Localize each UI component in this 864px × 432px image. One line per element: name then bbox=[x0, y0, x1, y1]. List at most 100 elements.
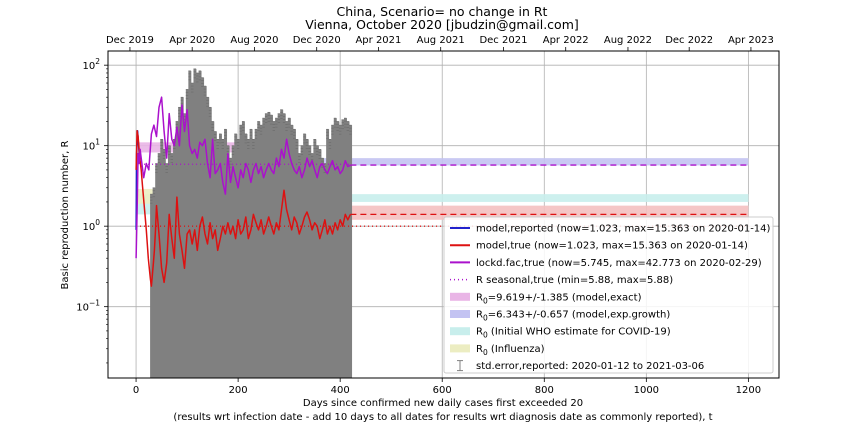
stderr-bar bbox=[272, 121, 276, 378]
top-axis-tick-label: Apr 2023 bbox=[728, 35, 774, 46]
stderr-bar bbox=[218, 133, 222, 378]
top-axis-tick-label: Apr 2022 bbox=[543, 35, 589, 46]
stderr-bar bbox=[270, 115, 273, 378]
plot-frame bbox=[107, 50, 780, 379]
stderr-bar bbox=[262, 118, 266, 378]
stderr-bar bbox=[190, 83, 194, 378]
chart-subtitle: Vienna, October 2020 [jbudzin@gmail.com] bbox=[305, 17, 579, 32]
stderr-bar bbox=[331, 125, 335, 378]
stderr-bar bbox=[275, 118, 279, 378]
plot-area bbox=[108, 51, 779, 378]
legend-label: model,reported (now=1.023, max=15.363 on… bbox=[476, 224, 771, 235]
legend-box bbox=[443, 216, 774, 374]
stderr-bar bbox=[165, 163, 169, 378]
r0-band bbox=[309, 205, 749, 220]
stderr-bar bbox=[244, 133, 248, 378]
stderr-bar bbox=[315, 145, 319, 378]
stderr-bar bbox=[241, 121, 245, 378]
legend-patch-swatch bbox=[450, 292, 470, 301]
stderr-bar bbox=[201, 77, 205, 378]
stderr-bar bbox=[180, 97, 184, 378]
stderr-bar bbox=[290, 125, 294, 378]
series-line bbox=[135, 130, 352, 287]
top-axis-tick-label: Apr 2020 bbox=[169, 35, 215, 46]
stderr-bar bbox=[193, 68, 197, 378]
top-axis-tick-label: Dec 2020 bbox=[293, 35, 341, 46]
stderr-bar bbox=[183, 113, 187, 378]
stderr-bar bbox=[167, 145, 171, 378]
stderr-bar bbox=[226, 145, 230, 378]
y-tick-label: 102 bbox=[82, 57, 100, 72]
stderr-bar bbox=[326, 129, 330, 378]
stderr-bar bbox=[282, 113, 286, 378]
stderr-bar bbox=[277, 113, 281, 378]
stderr-bar bbox=[321, 158, 324, 378]
y-axis-label: Basic reproduction number, R bbox=[60, 140, 71, 289]
stderr-bar bbox=[236, 139, 240, 378]
y-axis: 10−1 100 101 102 bbox=[76, 57, 108, 364]
stderr-bar bbox=[234, 133, 238, 378]
stderr-bar bbox=[213, 131, 217, 378]
stderr-bar bbox=[264, 113, 268, 378]
stderr-bar bbox=[292, 129, 296, 378]
chart-title: China, Scenario= no change in Rt bbox=[337, 4, 548, 19]
y-tick-label: 100 bbox=[82, 218, 100, 233]
stderr-bar bbox=[336, 121, 340, 378]
legend-label: model,true (now=1.023, max=15.363 on 202… bbox=[476, 241, 748, 252]
stderr-bar bbox=[196, 72, 199, 378]
stderr-bar bbox=[338, 125, 342, 378]
legend-patch-swatch bbox=[450, 310, 470, 318]
legend-patch-swatch bbox=[450, 344, 470, 353]
stderr-bar bbox=[239, 125, 243, 378]
legend: model,reported (now=1.023, max=15.363 on… bbox=[443, 216, 774, 374]
stderr-bar bbox=[152, 187, 156, 378]
x-tick-label: 1000 bbox=[634, 385, 659, 396]
stderr-bar bbox=[267, 112, 271, 378]
top-axis-tick-label: Apr 2021 bbox=[355, 35, 401, 46]
legend-label: std.error,reported: 2020-01-12 to 2021-0… bbox=[476, 361, 704, 372]
stderr-bar bbox=[300, 145, 304, 378]
stderr-bar bbox=[175, 121, 179, 378]
stderr-bar bbox=[287, 118, 291, 378]
stderr-bar bbox=[280, 109, 284, 378]
x-axis-label: Days since confirmed new daily cases fir… bbox=[303, 398, 583, 409]
stderr-bar bbox=[211, 121, 215, 378]
top-axis-tick-label: Aug 2022 bbox=[604, 35, 652, 46]
stderr-bar bbox=[313, 139, 317, 378]
legend-patch-swatch bbox=[450, 327, 470, 336]
stderr-bar bbox=[162, 149, 166, 378]
stderr-bar bbox=[257, 121, 261, 378]
stderr-bar bbox=[298, 153, 302, 378]
stderr-bar bbox=[305, 139, 309, 378]
stderr-bar bbox=[160, 139, 164, 378]
stderr-bar bbox=[252, 139, 256, 378]
stderr-bar bbox=[157, 153, 161, 378]
stderr-bar bbox=[178, 107, 182, 378]
top-axis-tick-label: Dec 2022 bbox=[665, 35, 713, 46]
stderr-bar bbox=[216, 139, 220, 378]
stderr-bar bbox=[295, 139, 299, 378]
stderr-bar bbox=[231, 145, 235, 378]
legend-label: R seasonal,true (min=5.88, max=5.88) bbox=[476, 275, 673, 286]
stderr-bar bbox=[247, 139, 250, 378]
top-axis-tick-label: Dec 2021 bbox=[479, 35, 527, 46]
hline-layer bbox=[136, 163, 749, 227]
legend-label: R0=6.343+/-0.657 (model,exp.growth) bbox=[476, 310, 670, 323]
stderr-bar bbox=[333, 118, 337, 378]
stderr-bar bbox=[308, 145, 312, 378]
stderr-bar bbox=[285, 121, 289, 378]
top-axis-tick-label: Dec 2019 bbox=[106, 35, 154, 46]
x-tick-label: 200 bbox=[229, 385, 248, 396]
legend-label: R0 (Initial WHO estimate for COVID-19) bbox=[476, 327, 671, 340]
x-tick-label: 0 bbox=[133, 385, 139, 396]
x-tick-label: 400 bbox=[331, 385, 350, 396]
stderr-bar bbox=[323, 163, 327, 378]
stderr-bar bbox=[249, 129, 253, 378]
r0-band bbox=[309, 194, 749, 202]
r0-band bbox=[309, 158, 749, 166]
series-line bbox=[135, 96, 351, 259]
stderr-bar bbox=[349, 125, 353, 378]
x-tick-label: 800 bbox=[535, 385, 554, 396]
